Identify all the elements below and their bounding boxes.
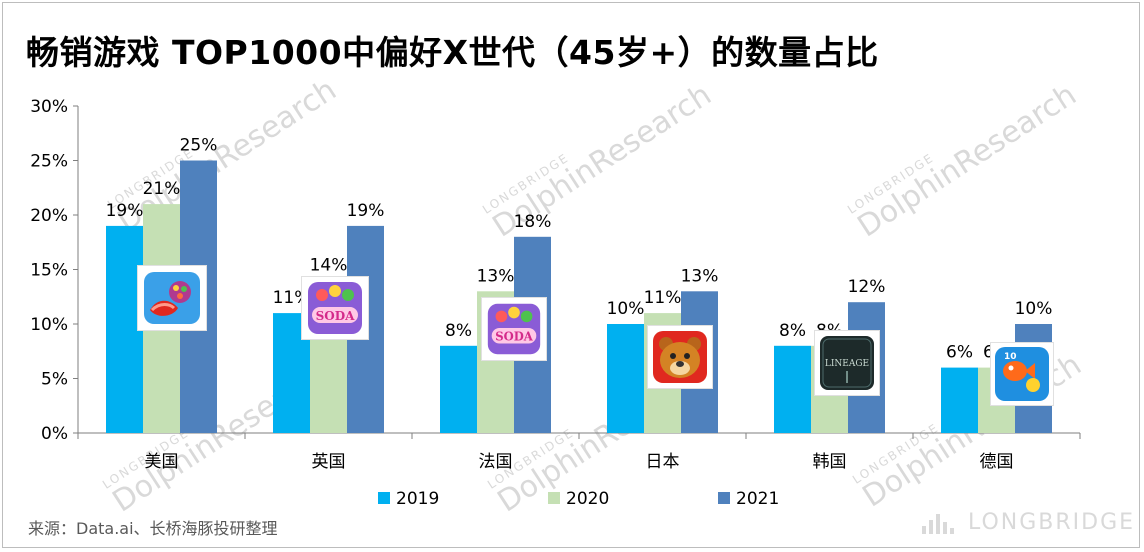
candy-crush-icon (137, 265, 207, 331)
legend-swatch (548, 492, 560, 504)
data-label: 21% (143, 179, 181, 199)
category-label: 德国 (980, 452, 1014, 472)
y-tick-label: 10% (30, 315, 68, 335)
y-tick-label: 20% (30, 206, 68, 226)
legend-label: 2019 (396, 489, 439, 509)
candy-crush-soda-icon: SODA (301, 276, 369, 340)
y-tick-label: 0% (41, 424, 68, 444)
data-label: 10% (1015, 299, 1053, 319)
legend-label: 2021 (736, 489, 779, 509)
y-tick-label: 15% (30, 261, 68, 281)
y-tick-label: 25% (30, 152, 68, 172)
bar-2019 (440, 345, 477, 433)
category-label: 美国 (145, 452, 179, 472)
legend-swatch (378, 492, 390, 504)
data-label: 10% (607, 299, 645, 319)
legend-label: 2020 (566, 489, 609, 509)
data-label: 14% (310, 255, 348, 275)
category-label: 韩国 (813, 452, 847, 472)
bar-2019 (106, 225, 143, 433)
y-tick-label: 30% (30, 97, 68, 117)
data-label: 11% (273, 288, 311, 308)
svg-text:10: 10 (1004, 352, 1017, 362)
svg-text:LINEAGE: LINEAGE (825, 359, 869, 369)
category-label: 日本 (646, 452, 680, 472)
data-label: 8% (445, 321, 472, 341)
data-label: 19% (347, 201, 385, 221)
bear-game-icon (647, 325, 713, 389)
source-note: 来源：Data.ai、长桥海豚投研整理 (28, 519, 278, 538)
data-label: 19% (106, 201, 144, 221)
fishdom-icon: 10 (990, 342, 1054, 406)
y-tick-label: 5% (41, 370, 68, 390)
data-label: 11% (644, 288, 682, 308)
data-label: 13% (477, 266, 515, 286)
candy-crush-soda-icon: SODA (481, 297, 547, 361)
brand-logo-icon (922, 514, 954, 534)
category-label: 英国 (312, 452, 346, 472)
data-label: 6% (946, 343, 973, 363)
chart-title: 畅销游戏 TOP1000中偏好X世代（45岁+）的数量占比 (26, 33, 879, 72)
bar-2019 (607, 324, 644, 433)
svg-text:SODA: SODA (495, 330, 534, 344)
bar-2019 (774, 345, 811, 433)
data-label: 13% (681, 266, 719, 286)
data-label: 8% (779, 321, 806, 341)
data-label: 25% (180, 136, 218, 156)
bar-2019 (941, 367, 978, 433)
data-label: 18% (514, 212, 552, 232)
lineage-icon: LINEAGE (814, 330, 880, 396)
brand-watermark: LONGBRIDGE (968, 510, 1136, 535)
legend-swatch (718, 492, 730, 504)
data-label: 12% (848, 277, 886, 297)
svg-text:SODA: SODA (316, 309, 356, 323)
category-label: 法国 (479, 452, 513, 472)
